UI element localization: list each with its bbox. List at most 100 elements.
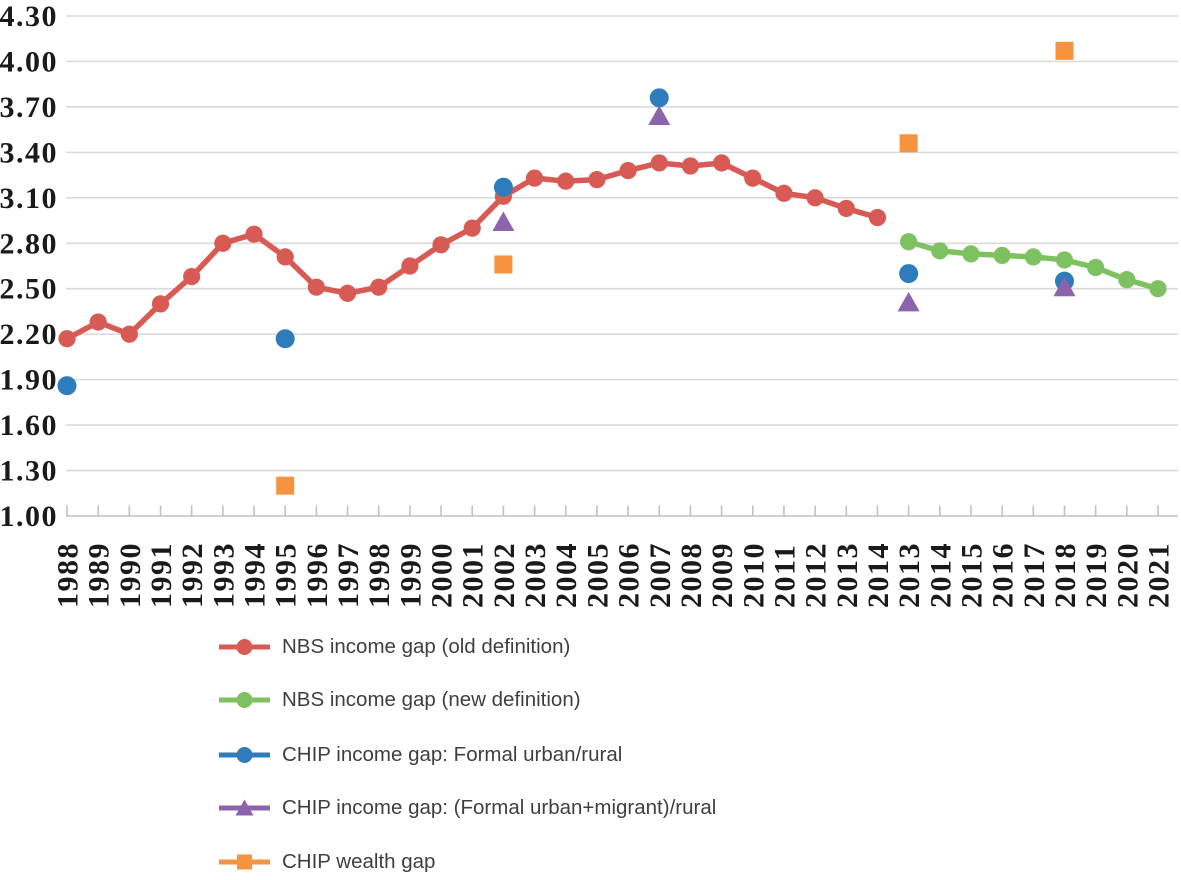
x-tick-label: 1995 (270, 542, 303, 608)
data-point-circle (900, 233, 918, 251)
data-point-square (276, 476, 295, 495)
data-point-circle (775, 184, 793, 202)
x-tick-label: 2001 (457, 542, 490, 608)
data-point-circle (649, 88, 669, 108)
y-tick-label: 1.90 (0, 364, 58, 397)
data-point-circle (1118, 271, 1136, 289)
legend-item-nbs-income-gap-new-definition: NBS income gap (new definition) (217, 686, 581, 714)
data-point-circle (619, 161, 637, 180)
data-point-triangle (1053, 276, 1076, 297)
x-tick-label: 2013 (831, 542, 864, 608)
series-chip-income-gap-formal-urban-rural (57, 88, 1074, 396)
y-tick-label: 1.00 (0, 500, 58, 533)
x-tick-label: 2007 (644, 542, 677, 608)
data-point-triangle (492, 211, 515, 232)
series-nbs-income-gap-new-definition (900, 233, 1167, 298)
x-tick-label: 2017 (1018, 542, 1051, 608)
legend-circle-swatch-icon (219, 639, 270, 655)
x-tick-label: 1996 (301, 542, 334, 608)
legend-marker (236, 639, 253, 655)
data-point-circle (307, 278, 325, 296)
data-point-square (1055, 41, 1074, 60)
x-tick-label: 1990 (114, 542, 147, 608)
series-nbs-income-gap-old-definition (58, 154, 887, 348)
data-point-circle (89, 313, 107, 331)
x-tick-label: 1999 (394, 542, 427, 608)
x-tick-label: 2020 (1111, 542, 1144, 608)
y-tick-label: 3.70 (0, 91, 58, 124)
x-tick-label: 2016 (987, 542, 1020, 608)
data-point-circle (899, 264, 919, 284)
x-tick-label: 2014 (924, 542, 957, 608)
legend-triangle-swatch-icon (219, 799, 270, 816)
x-tick-label: 1997 (332, 542, 365, 608)
x-tick-label: 1991 (145, 542, 178, 608)
y-tick-label: 3.10 (0, 182, 58, 215)
data-point-circle (962, 245, 980, 263)
x-tick-label: 2012 (800, 542, 833, 608)
data-point-circle (276, 248, 294, 266)
y-tick-label: 4.00 (0, 45, 58, 78)
data-point-circle (525, 169, 544, 187)
data-point-circle (868, 208, 887, 227)
data-point-circle (1087, 258, 1105, 277)
data-point-circle (1024, 248, 1042, 266)
data-point-circle (744, 169, 762, 187)
x-tick-label: 1998 (363, 542, 396, 608)
x-tick-label: 2018 (1049, 542, 1082, 608)
data-point-circle (806, 189, 824, 207)
legend-label: CHIP wealth gap (282, 850, 436, 873)
data-point-circle (681, 157, 700, 175)
data-point-circle (183, 268, 201, 286)
y-tick-label: 2.50 (0, 273, 58, 306)
legend-square-swatch-icon (219, 854, 270, 870)
data-point-circle (120, 325, 138, 343)
x-tick-label: 2003 (519, 542, 552, 608)
x-tick-label: 2010 (737, 542, 770, 608)
x-tick-label: 1993 (207, 542, 240, 608)
legend-label: CHIP income gap: (Formal urban+migrant)/… (282, 796, 717, 819)
legend-item-chip-income-gap-formal-urban-migrant-rural: CHIP income gap: (Formal urban+migrant)/… (217, 794, 716, 822)
data-point-triangle (897, 291, 920, 312)
legend-marker (236, 692, 253, 708)
legend-label: NBS income gap (old definition) (282, 635, 571, 658)
y-tick-label: 2.20 (0, 318, 58, 351)
data-point-square (899, 134, 918, 153)
data-point-circle (214, 234, 232, 252)
legend-item-chip-income-gap-formal-urban-rural: CHIP income gap: Formal urban/rural (217, 741, 622, 769)
data-point-circle (650, 154, 668, 172)
x-tick-label: 2015 (955, 542, 988, 608)
data-point-circle (463, 219, 481, 237)
y-tick-label: 4.30 (0, 0, 58, 33)
x-tick-label: 2013 (893, 542, 926, 608)
legend-label: NBS income gap (new definition) (282, 688, 581, 711)
x-tick-label: 2004 (550, 542, 583, 608)
x-tick-label: 1989 (83, 542, 116, 608)
x-tick-label: 2008 (675, 542, 708, 608)
data-point-circle (151, 295, 170, 313)
data-point-circle (1149, 280, 1167, 298)
x-tick-label: 2006 (613, 542, 646, 608)
data-point-circle (401, 257, 419, 275)
x-tick-label: 2021 (1143, 542, 1176, 608)
x-tick-label: 1992 (176, 542, 209, 608)
legend-circle-swatch-icon (219, 747, 270, 763)
legend-item-chip-wealth-gap: CHIP wealth gap (217, 848, 435, 876)
x-tick-label: 2005 (581, 542, 614, 608)
data-point-circle (245, 225, 263, 243)
x-tick-label: 2011 (768, 544, 801, 608)
x-tick-label: 2019 (1080, 542, 1113, 608)
data-point-circle (557, 172, 575, 190)
data-point-circle (588, 171, 606, 189)
x-tick-label: 2000 (426, 542, 459, 608)
data-point-triangle (648, 105, 671, 125)
data-point-circle (931, 242, 949, 260)
x-tick-label: 2002 (488, 542, 521, 608)
legend-label: CHIP income gap: Formal urban/rural (282, 743, 623, 766)
data-point-circle (275, 329, 295, 349)
x-tick-label: 1988 (52, 542, 85, 608)
data-point-circle (493, 177, 513, 197)
line-chart-plot: 1.00 1.30 1.60 1.90 2.20 2.50 2.80 3.10 3.40 3.70… (0, 0, 1178, 608)
x-tick-label: 2009 (706, 542, 739, 608)
